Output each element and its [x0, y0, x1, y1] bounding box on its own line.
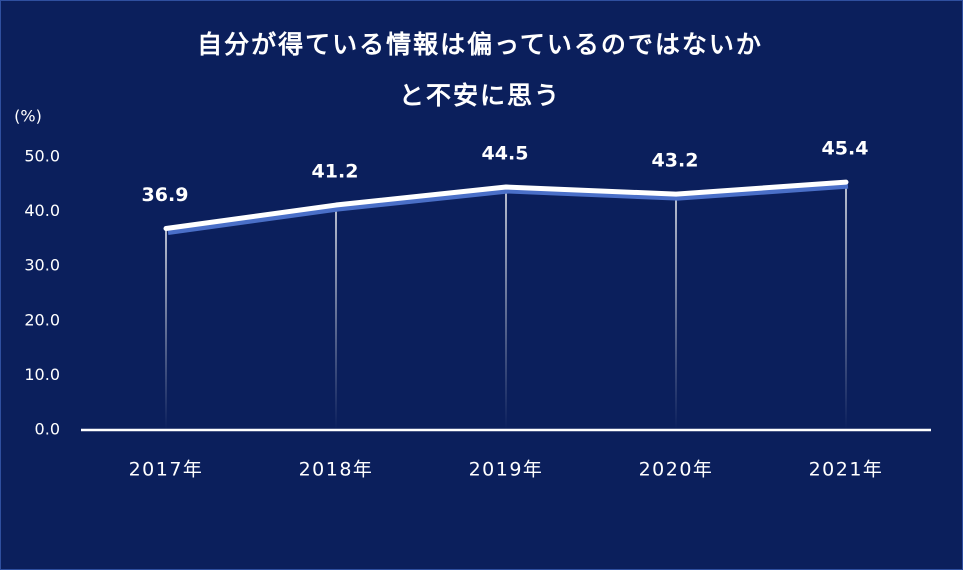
x-tick-label: 2020年 — [639, 459, 714, 481]
data-label: 41.2 — [312, 161, 359, 183]
drop-line — [335, 205, 337, 430]
line-shadow — [167, 183, 849, 236]
data-label: 43.2 — [652, 150, 699, 172]
x-tick-label: 2018年 — [299, 459, 374, 481]
drop-line — [845, 182, 847, 430]
chart-title: 自分が得ている情報は偏っているのではないか — [197, 30, 763, 59]
y-tick-label: 0.0 — [35, 420, 60, 439]
x-tick-label: 2021年 — [809, 459, 884, 481]
y-tick-label: 40.0 — [24, 201, 60, 220]
y-tick-label: 20.0 — [24, 310, 60, 329]
chart-title: と不安に思う — [399, 81, 561, 110]
y-tick-label: 30.0 — [24, 256, 60, 275]
data-label: 44.5 — [482, 143, 529, 165]
x-tick-label: 2017年 — [129, 459, 204, 481]
y-tick-label: 10.0 — [24, 365, 60, 384]
drop-line — [505, 187, 507, 430]
y-tick-label: 50.0 — [24, 147, 60, 166]
series-line — [163, 179, 849, 232]
data-label: 45.4 — [822, 138, 869, 160]
data-label: 36.9 — [142, 184, 189, 206]
x-tick-label: 2019年 — [469, 459, 544, 481]
y-unit: (%) — [14, 107, 42, 126]
drop-line — [165, 228, 167, 430]
drop-line — [675, 194, 677, 430]
